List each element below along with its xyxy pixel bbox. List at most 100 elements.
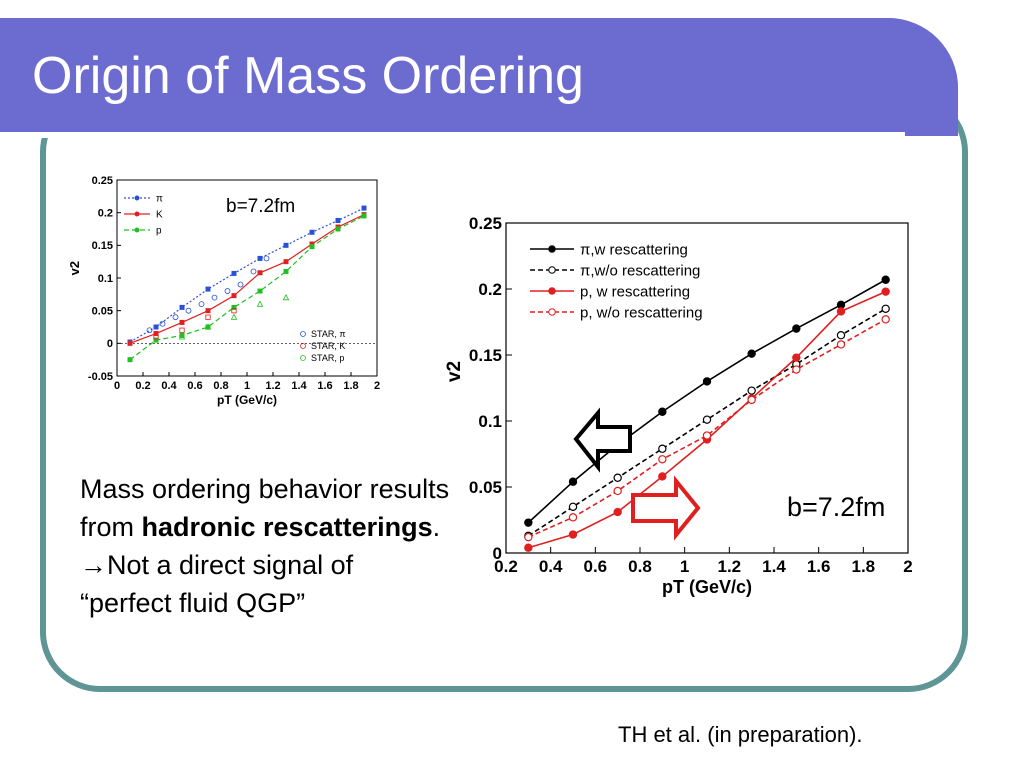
series-point xyxy=(257,288,263,294)
series-point xyxy=(658,444,667,453)
star-point xyxy=(237,281,244,288)
left-arrow-icon xyxy=(573,407,632,473)
star-point xyxy=(224,288,231,294)
body-text-line1: Mass ordering behavior results from xyxy=(80,474,450,542)
series-point xyxy=(127,340,133,346)
x-tick-label: 1.2 xyxy=(718,557,742,576)
series-point xyxy=(179,304,185,310)
star-point xyxy=(204,323,212,330)
x-tick-label: 0.8 xyxy=(213,380,228,392)
legend-label: p, w rescattering xyxy=(580,283,690,300)
star-point xyxy=(153,334,159,340)
series-point xyxy=(153,324,159,330)
star-point xyxy=(211,294,218,301)
legend-marker xyxy=(548,287,556,295)
y-tick-label: 0.1 xyxy=(98,273,113,285)
legend-label: π xyxy=(156,194,163,205)
series-point xyxy=(881,315,890,324)
small-chart: 0 0.2 0.4 0.6 0.8 1 1.2 1.4 1.6 1.8 2-0.0500.050.1… xyxy=(70,175,380,407)
y-tick-label: 0 xyxy=(107,338,113,350)
x-tick-label: 0.4 xyxy=(161,380,177,392)
x-tick-label: 1.4 xyxy=(762,557,786,576)
citation: TH et al. (in preparation). xyxy=(618,722,863,747)
x-tick-label: 1.4 xyxy=(291,380,307,392)
series-point xyxy=(231,304,237,310)
series-point xyxy=(658,407,667,416)
legend-marker xyxy=(548,308,556,316)
series-point xyxy=(153,331,159,337)
series-line-2 xyxy=(129,215,365,361)
x-tick-label: 1 xyxy=(680,557,689,576)
y-axis-label: v2 xyxy=(444,361,465,382)
series-point xyxy=(568,502,578,511)
legend-label: π,w/o rescattering xyxy=(580,262,700,279)
star-point xyxy=(230,313,238,320)
x-tick-label: 0.2 xyxy=(494,557,518,576)
x-tick-label: 2 xyxy=(374,380,380,392)
x-tick-label: 1.2 xyxy=(265,380,280,392)
legend2-marker xyxy=(300,355,306,361)
series-point xyxy=(613,507,622,517)
star-point xyxy=(185,307,192,314)
series-line-1 xyxy=(527,308,887,537)
star-point xyxy=(256,300,264,307)
star-point xyxy=(205,314,211,320)
series-point xyxy=(179,332,185,338)
series-point xyxy=(702,415,712,424)
body-text-bold: hadronic rescatterings xyxy=(141,512,433,542)
legend-label: p xyxy=(156,226,162,237)
x-tick-label: 1.8 xyxy=(343,380,358,392)
legend2-label: STAR, p xyxy=(311,353,344,363)
series-point xyxy=(231,293,237,299)
right-arrow-icon xyxy=(631,475,701,541)
legend2-label: STAR, K xyxy=(311,341,345,351)
slide-title: Origin of Mass Ordering xyxy=(32,47,584,105)
series-point xyxy=(524,543,533,552)
plot-frame xyxy=(505,222,909,554)
y-tick-label: 0.25 xyxy=(92,175,113,187)
x-tick-label: 0.6 xyxy=(584,557,608,576)
series-point xyxy=(613,473,622,482)
y-tick-label: 0.05 xyxy=(92,306,113,318)
legend-marker xyxy=(134,227,140,233)
star-point xyxy=(250,268,257,275)
series-point xyxy=(568,477,578,486)
series-point xyxy=(283,259,289,265)
x-tick-label: 1.8 xyxy=(852,557,876,576)
x-tick-label: 0.4 xyxy=(539,557,563,576)
y-tick-label: 0.15 xyxy=(469,346,502,365)
small-chart-impact-label: b=7.2fm xyxy=(226,196,296,217)
body-text-line2: Not a direct signal of “perfect fluid QG… xyxy=(80,550,354,618)
legend-label: K xyxy=(156,210,163,221)
series-point xyxy=(747,349,756,358)
star-point xyxy=(146,327,153,334)
body-text-period: . xyxy=(432,512,441,542)
legend-label: p, w/o rescattering xyxy=(580,304,703,321)
star-point xyxy=(282,293,290,301)
star-point xyxy=(263,255,270,262)
series-point xyxy=(881,287,890,296)
series-line-1 xyxy=(129,214,365,344)
series-point xyxy=(205,324,211,330)
star-point xyxy=(159,320,166,327)
x-tick-label: 0.8 xyxy=(628,557,652,576)
x-tick-label: 1 xyxy=(244,380,250,392)
star-point xyxy=(172,314,179,321)
x-axis-label: pT (GeV/c) xyxy=(217,393,277,407)
series-point xyxy=(335,218,341,224)
y-tick-label: 0.1 xyxy=(478,412,502,431)
series-point xyxy=(524,518,533,527)
series-point xyxy=(747,395,756,405)
series-point xyxy=(231,270,237,276)
series-point xyxy=(257,270,263,276)
series-point xyxy=(257,255,263,261)
y-tick-label: 0.2 xyxy=(98,208,113,220)
y-tick-label: -0.05 xyxy=(88,371,113,383)
legend2-marker xyxy=(300,331,306,337)
x-tick-label: 0.6 xyxy=(187,380,202,392)
series-point xyxy=(836,307,846,316)
series-point xyxy=(792,365,801,374)
x-tick-label: 2 xyxy=(903,557,912,576)
legend-marker xyxy=(134,211,140,217)
series-point xyxy=(658,472,667,481)
